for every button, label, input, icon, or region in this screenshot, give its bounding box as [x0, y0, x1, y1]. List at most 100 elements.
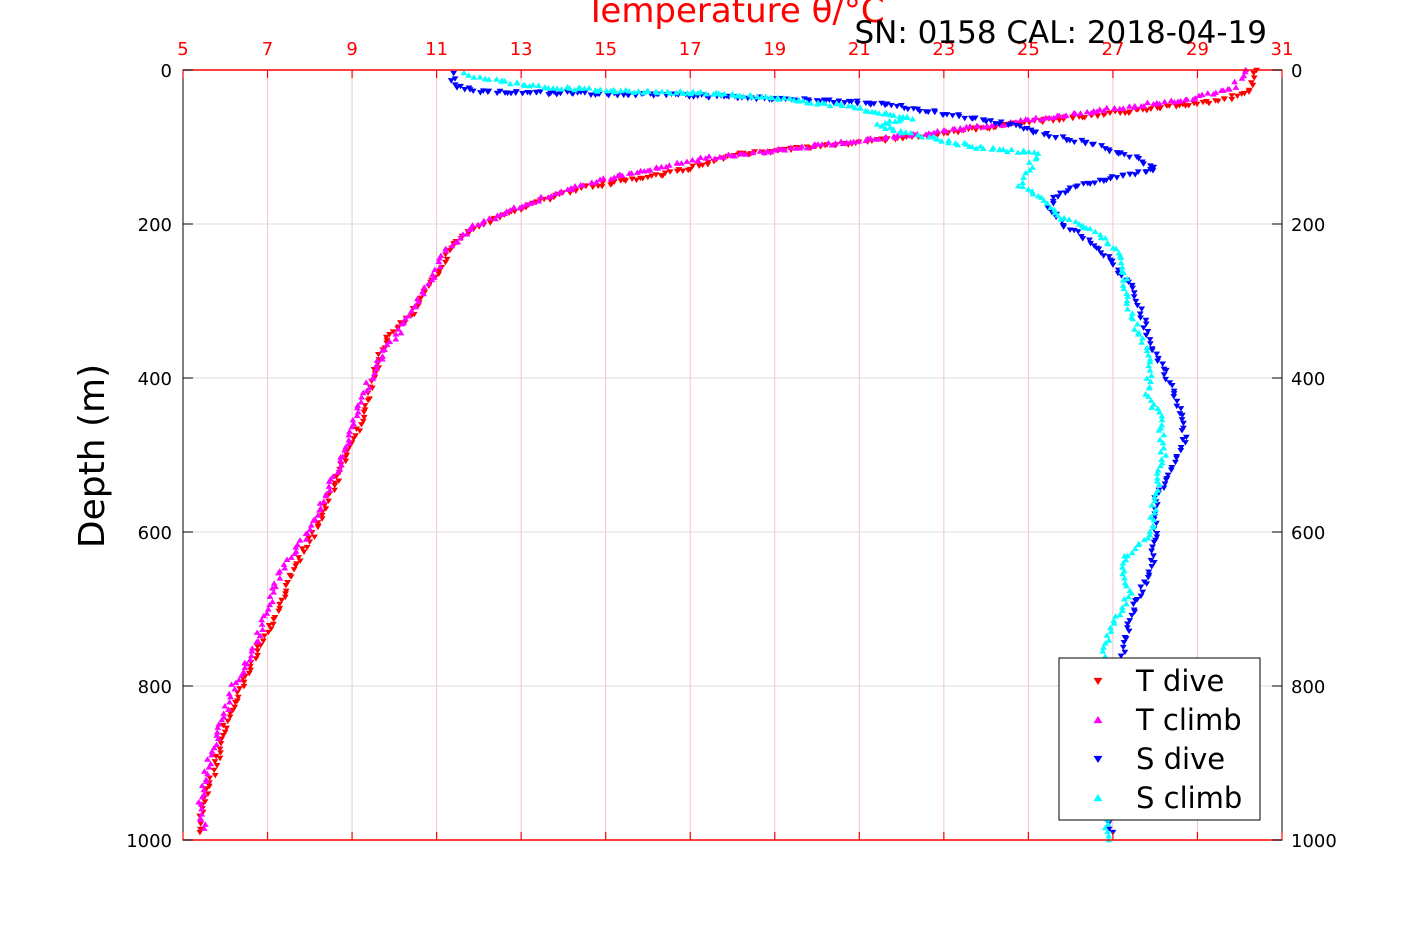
data-point [535, 198, 543, 204]
data-point [197, 816, 205, 823]
data-point [594, 183, 602, 190]
data-point [1162, 367, 1170, 374]
data-point [1250, 70, 1258, 77]
data-point [231, 685, 239, 692]
data-point [280, 561, 288, 567]
data-point [683, 158, 691, 164]
data-point [1032, 155, 1040, 162]
data-point [334, 469, 342, 475]
data-point [1170, 391, 1178, 397]
data-point [1232, 84, 1240, 90]
data-point [1104, 828, 1112, 835]
data-point [1172, 459, 1179, 466]
data-point [864, 108, 872, 114]
data-point [201, 799, 209, 805]
data-point [371, 370, 379, 376]
data-point [1250, 75, 1258, 81]
data-point [1054, 212, 1062, 218]
data-point [916, 108, 924, 115]
data-point [1181, 96, 1189, 103]
data-point [270, 580, 278, 586]
data-point [1177, 406, 1185, 412]
data-point [1162, 477, 1170, 483]
data-point [506, 80, 514, 87]
data-point [1153, 351, 1161, 358]
data-point [828, 142, 836, 148]
data-point [1079, 236, 1087, 242]
data-point [1119, 570, 1126, 577]
data-point [1146, 341, 1154, 347]
data-point [658, 88, 666, 95]
data-point [1150, 164, 1158, 171]
data-point [906, 132, 914, 139]
data-point [1117, 150, 1125, 156]
data-point [689, 156, 696, 163]
data-point [1178, 417, 1186, 423]
data-point [322, 506, 330, 512]
data-point [513, 80, 521, 86]
data-point [577, 182, 585, 188]
data-point [1179, 437, 1187, 443]
data-point [596, 176, 604, 182]
data-point [1104, 821, 1112, 827]
x-tick-label: 17 [679, 39, 702, 60]
data-point [1150, 539, 1158, 546]
data-point [1107, 624, 1114, 631]
data-point [1126, 103, 1133, 109]
data-point [291, 550, 299, 557]
data-point [592, 179, 600, 185]
data-point [263, 610, 271, 616]
data-point [625, 170, 633, 176]
data-point [450, 70, 458, 77]
data-point [210, 744, 218, 751]
data-point [756, 148, 764, 154]
data-point [875, 110, 883, 116]
data-point [1147, 167, 1154, 173]
data-point [1164, 472, 1172, 479]
data-point [469, 88, 477, 95]
data-point [907, 129, 915, 136]
data-point [1139, 107, 1147, 113]
data-point [1150, 524, 1157, 530]
data-point [266, 601, 274, 608]
data-point [1070, 109, 1078, 116]
data-point [1149, 544, 1156, 550]
data-point [210, 767, 218, 774]
data-point [1178, 412, 1186, 419]
data-point [922, 131, 930, 137]
data-point [1133, 321, 1141, 327]
data-point [221, 729, 229, 736]
data-point [1121, 580, 1129, 586]
data-point [307, 522, 315, 528]
data-point [218, 716, 226, 723]
y-tick-label-left: 400 [138, 369, 172, 390]
data-point [1231, 78, 1238, 85]
x-tick-label: 29 [1186, 39, 1209, 60]
data-point [217, 750, 224, 756]
data-point [775, 96, 782, 102]
data-point [296, 537, 304, 543]
data-point [904, 106, 912, 113]
data-point [607, 182, 615, 188]
data-point [1143, 108, 1151, 114]
data-point [1055, 117, 1063, 124]
data-point [226, 714, 234, 720]
data-point [666, 90, 674, 96]
data-point [1102, 640, 1109, 646]
data-point [1123, 625, 1131, 631]
data-point [705, 95, 713, 101]
data-point [825, 97, 833, 103]
data-point [1131, 598, 1139, 604]
data-point [276, 575, 284, 581]
data-point [322, 492, 330, 499]
data-point [412, 303, 419, 310]
data-point [963, 123, 970, 130]
data-point [274, 569, 282, 576]
data-point [934, 127, 941, 134]
data-point [1119, 644, 1127, 651]
data-point [1097, 234, 1105, 241]
data-point [295, 555, 303, 561]
data-point [870, 101, 878, 107]
legend-label: T climb [1135, 703, 1242, 737]
data-point [1052, 135, 1060, 141]
